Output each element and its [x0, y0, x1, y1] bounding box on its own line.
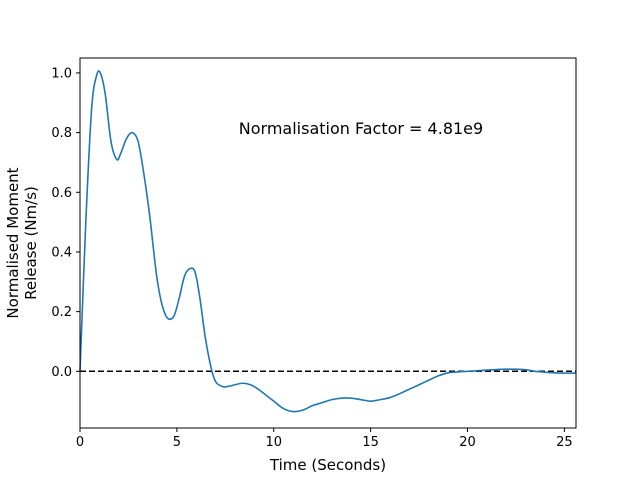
x-tick-label: 15 [362, 435, 379, 450]
x-tick-label: 10 [265, 435, 282, 450]
x-axis: 0 5 10 15 20 25 [76, 428, 573, 450]
y-axis-label-line-1: Normalised Moment [4, 167, 22, 318]
plot-background [80, 58, 576, 428]
x-tick-label: 25 [556, 435, 573, 450]
y-axis-label-line-2: Release (Nm/s) [22, 186, 40, 300]
chart-marks [79, 70, 577, 413]
y-tick-label: 1.0 [51, 66, 72, 81]
y-tick-label: 0.2 [51, 305, 72, 320]
x-tick-label: 0 [76, 435, 84, 450]
y-axis-label: Normalised Moment Release (Nm/s) [4, 167, 40, 318]
x-tick-label: 5 [173, 435, 181, 450]
y-axis: 0.0 0.2 0.4 0.6 0.8 1.0 [51, 66, 80, 380]
x-axis-label: Time (Seconds) [269, 456, 386, 474]
y-tick-label: 0.0 [51, 365, 72, 380]
y-tick-label: 0.4 [51, 245, 72, 260]
y-tick-label: 0.8 [51, 126, 72, 141]
x-tick-label: 20 [459, 435, 476, 450]
annotation-text: Normalisation Factor = 4.81e9 [239, 119, 483, 138]
y-tick-label: 0.6 [51, 186, 72, 201]
series-line-0 [79, 70, 577, 413]
plot-frame [79, 57, 577, 429]
